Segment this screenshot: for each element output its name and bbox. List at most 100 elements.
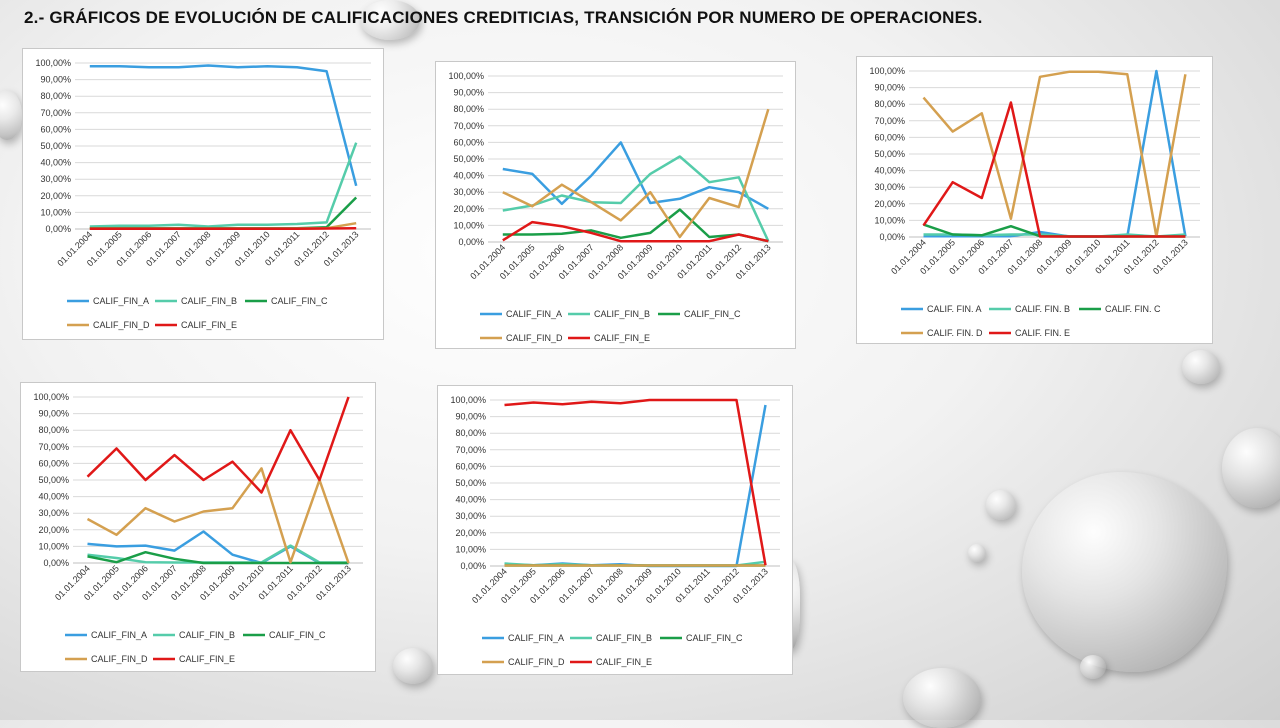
y-tick-label: 90,00% xyxy=(453,88,484,98)
legend-item: CALIF_FIN_A xyxy=(65,630,147,640)
legend-label: CALIF_FIN_D xyxy=(93,320,150,330)
y-tick-label: 40,00% xyxy=(38,492,69,502)
legend-item: CALIF_FIN_D xyxy=(65,654,148,664)
series-line-e xyxy=(502,220,769,243)
y-tick-label: 10,00% xyxy=(38,541,69,551)
legend-item: CALIF_FIN_C xyxy=(660,633,743,643)
legend-label: CALIF_FIN_C xyxy=(686,633,743,643)
decorative-drop xyxy=(360,0,420,40)
legend-label: CALIF_FIN_E xyxy=(179,654,235,664)
y-tick-label: 50,00% xyxy=(874,149,905,159)
y-tick-label: 100,00% xyxy=(33,392,69,402)
series-line-d xyxy=(922,70,1187,238)
decorative-drop xyxy=(1222,428,1280,508)
y-tick-label: 70,00% xyxy=(455,445,486,455)
y-tick-label: 70,00% xyxy=(38,442,69,452)
series-line-e xyxy=(86,396,350,494)
series-line-d xyxy=(86,467,350,564)
legend-item: CALIF_FIN_C xyxy=(245,296,328,306)
y-tick-label: 60,00% xyxy=(38,458,69,468)
y-tick-label: 60,00% xyxy=(453,137,484,147)
y-tick-label: 90,00% xyxy=(38,409,69,419)
legend-item: CALIF_FIN_E xyxy=(570,657,652,667)
series-line-a xyxy=(504,404,767,568)
legend-label: CALIF. FIN. C xyxy=(1105,304,1161,314)
page-title: 2.- GRÁFICOS DE EVOLUCIÓN DE CALIFICACIO… xyxy=(24,8,983,27)
decorative-drop xyxy=(0,90,22,140)
y-tick-label: 20,00% xyxy=(874,199,905,209)
legend-label: CALIF_FIN_A xyxy=(506,309,562,319)
y-tick-label: 50,00% xyxy=(40,141,71,151)
legend-item: CALIF_FIN_B xyxy=(570,633,652,643)
legend-label: CALIF_FIN_D xyxy=(508,657,565,667)
series-line-a xyxy=(89,64,358,187)
line-chart: 0,00% 10,00% 20,00% 30,00% 40,00% 50,00% 60,00… xyxy=(448,71,783,343)
chart-panel: 0,00% 10,00% 20,00% 30,00% 40,00% 50,00% 60,00… xyxy=(435,61,796,349)
legend-label: CALIF_FIN_A xyxy=(91,630,147,640)
legend-label: CALIF_FIN_C xyxy=(269,630,326,640)
legend-item: CALIF_FIN_A xyxy=(482,633,564,643)
y-tick-label: 90,00% xyxy=(874,83,905,93)
y-tick-label: 20,00% xyxy=(40,191,71,201)
legend-item: CALIF_FIN_E xyxy=(155,320,237,330)
decorative-drop xyxy=(393,648,433,684)
y-tick-label: 40,00% xyxy=(455,495,486,505)
series-line-c xyxy=(502,208,769,243)
chart-panel: 0,00% 10,00% 20,00% 30,00% 40,00% 50,00% 60,00… xyxy=(856,56,1213,344)
y-tick-label: 0,00% xyxy=(45,224,71,234)
y-tick-label: 100,00% xyxy=(35,58,71,68)
y-tick-label: 20,00% xyxy=(453,204,484,214)
legend-item: CALIF_FIN_E xyxy=(568,333,650,343)
series-line-e xyxy=(922,101,1186,238)
y-tick-label: 0,00% xyxy=(460,561,486,571)
y-tick-label: 10,00% xyxy=(453,220,484,230)
legend-label: CALIF_FIN_B xyxy=(594,309,650,319)
legend-label: CALIF_FIN_D xyxy=(91,654,148,664)
chart-panel: 0,00% 10,00% 20,00% 30,00% 40,00% 50,00% 60,00… xyxy=(22,48,384,340)
series-line-b xyxy=(89,142,358,228)
y-tick-label: 40,00% xyxy=(874,166,905,176)
y-tick-label: 80,00% xyxy=(453,104,484,114)
decorative-drop xyxy=(1022,472,1227,672)
legend-item: CALIF. FIN. E xyxy=(989,328,1070,338)
y-tick-label: 60,00% xyxy=(40,124,71,134)
y-tick-label: 70,00% xyxy=(40,108,71,118)
legend-label: CALIF. FIN. D xyxy=(927,328,983,338)
legend-label: CALIF_FIN_C xyxy=(684,309,741,319)
y-tick-label: 10,00% xyxy=(40,207,71,217)
y-tick-label: 100,00% xyxy=(450,395,486,405)
y-tick-label: 10,00% xyxy=(455,544,486,554)
line-chart: 0,00% 10,00% 20,00% 30,00% 40,00% 50,00% 60,00… xyxy=(450,395,780,667)
legend-label: CALIF. FIN. A xyxy=(927,304,982,314)
series-line-c xyxy=(87,550,349,565)
y-tick-label: 80,00% xyxy=(874,99,905,109)
y-tick-label: 70,00% xyxy=(874,116,905,126)
y-tick-label: 80,00% xyxy=(40,91,71,101)
y-tick-label: 100,00% xyxy=(448,71,484,81)
legend-label: CALIF_FIN_B xyxy=(596,633,652,643)
legend-label: CALIF_FIN_E xyxy=(181,320,237,330)
y-tick-label: 70,00% xyxy=(453,121,484,131)
chart-panel: 0,00% 10,00% 20,00% 30,00% 40,00% 50,00% 60,00… xyxy=(20,382,376,672)
legend-item: CALIF_FIN_A xyxy=(67,296,149,306)
series-line-e xyxy=(504,398,767,566)
y-tick-label: 0,00% xyxy=(879,232,905,242)
legend-item: CALIF_FIN_B xyxy=(568,309,650,319)
legend-label: CALIF_FIN_E xyxy=(596,657,652,667)
legend-item: CALIF_FIN_C xyxy=(243,630,326,640)
decorative-drop xyxy=(968,544,986,562)
legend-item: CALIF_FIN_B xyxy=(153,630,235,640)
legend-label: CALIF_FIN_A xyxy=(93,296,149,306)
chart-panel: 0,00% 10,00% 20,00% 30,00% 40,00% 50,00% 60,00… xyxy=(437,385,793,675)
y-tick-label: 30,00% xyxy=(38,508,69,518)
legend-item: CALIF. FIN. B xyxy=(989,304,1070,314)
series-line-b xyxy=(502,155,770,242)
legend-label: CALIF_FIN_A xyxy=(508,633,564,643)
legend-item: CALIF_FIN_D xyxy=(67,320,150,330)
y-tick-label: 0,00% xyxy=(43,558,69,568)
y-tick-label: 50,00% xyxy=(453,154,484,164)
legend-label: CALIF_FIN_C xyxy=(271,296,328,306)
y-tick-label: 30,00% xyxy=(453,187,484,197)
legend-label: CALIF_FIN_D xyxy=(506,333,563,343)
legend-item: CALIF_FIN_A xyxy=(480,309,562,319)
